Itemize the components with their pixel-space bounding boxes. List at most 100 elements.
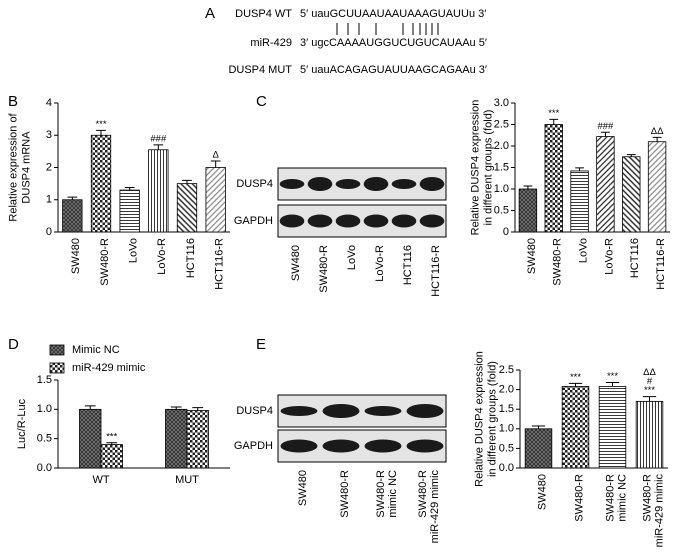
blot-band: [322, 404, 360, 418]
bar: [647, 141, 667, 233]
blot-band: [406, 404, 444, 418]
bar: [165, 408, 188, 469]
blot-band: [307, 214, 333, 228]
bar: [596, 136, 615, 233]
sequence-name: miR-429: [250, 37, 292, 49]
x-tick-label: HCT116: [629, 238, 641, 278]
error-bar: [568, 382, 583, 387]
blot-row-label: GAPDH: [234, 440, 273, 452]
bar: [176, 183, 198, 233]
blot-lane-label: mimic NC: [387, 470, 399, 518]
y-tick-label: 1.0: [494, 183, 509, 195]
legend-swatch: [49, 344, 65, 356]
error-bar: [124, 186, 135, 191]
blot-band: [307, 177, 333, 191]
legend-label: Mimic NC: [72, 344, 120, 356]
y-tick-label: 2: [46, 161, 52, 173]
x-tick-label: SW480: [70, 238, 82, 274]
legend-label: miR-429 mimic: [72, 362, 146, 374]
y-axis-label: Relative expression of: [7, 112, 19, 221]
blot-band: [363, 214, 389, 228]
y-tick-label: 1.5: [37, 374, 52, 386]
annotation: ***: [644, 385, 655, 396]
y-tick-label: 1.5: [494, 161, 509, 173]
error-bar: [531, 425, 546, 429]
annotation: ###: [150, 133, 167, 144]
annotation: ΔΔ: [643, 367, 656, 378]
y-tick-label: 1: [46, 194, 52, 206]
y-tick-label: 0.0: [37, 462, 52, 474]
x-tick-label: LoVo: [128, 238, 140, 263]
bar: [119, 189, 140, 233]
y-axis-label: Relative DUSP4 expression: [473, 351, 485, 487]
y-tick-label: 3: [46, 129, 52, 141]
blot-band: [335, 214, 361, 228]
blot-row-label: DUSP4: [236, 178, 273, 190]
y-tick-label: 1.5: [499, 403, 514, 415]
x-tick-label: SW480-R: [641, 474, 653, 522]
x-tick-label: SW480-R: [604, 474, 616, 522]
x-tick-label: HCT116-R: [214, 238, 226, 290]
y-tick-label: 1.0: [37, 403, 52, 415]
x-tick-label: SW480-R: [552, 238, 564, 286]
panel-label: D: [8, 336, 19, 353]
bar: [622, 156, 641, 233]
blot-lane-label: miR-429 mimic: [429, 470, 441, 544]
legend-swatch: [49, 362, 65, 374]
blot-lane-label: SW480: [290, 245, 302, 281]
y-tick-label: 1.0: [499, 423, 514, 435]
y-tick-label: 0: [503, 226, 509, 238]
error-bar: [84, 405, 96, 410]
match-bars: [336, 23, 439, 35]
blot-lane-label: SW480-R: [417, 470, 429, 518]
bar: [205, 167, 226, 233]
blot-band: [280, 406, 318, 416]
annotation: ***: [570, 372, 581, 383]
blot-frame: [277, 167, 447, 201]
bar: [561, 386, 590, 469]
x-tick-label: LoVo-R: [603, 238, 615, 275]
blot-lane-label: LoVo-R: [374, 245, 386, 282]
annotation: Δ: [212, 150, 219, 161]
panel-label: A: [205, 5, 215, 22]
x-tick-label: HCT116: [185, 238, 197, 278]
x-tick-label: SW480-R: [573, 474, 585, 522]
sequence-name: DUSP4 MUT: [228, 64, 292, 76]
blot-band: [322, 439, 360, 453]
y-tick-label: 2.5: [494, 118, 509, 130]
blot-row-label: GAPDH: [234, 215, 273, 227]
bar: [598, 386, 627, 469]
sequence-name: DUSP4 WT: [235, 8, 292, 20]
y-axis-label: DUSP4 mRNA: [20, 131, 32, 204]
error-bar: [642, 396, 657, 402]
x-tick-label: SW480: [536, 474, 548, 510]
x-tick-label: LoVo: [577, 238, 589, 263]
bar: [79, 408, 102, 469]
error-bar: [652, 136, 662, 142]
annotation: ***: [95, 119, 106, 130]
y-tick-label: 0.0: [499, 462, 514, 474]
y-tick-label: 0: [46, 226, 52, 238]
bar: [148, 149, 169, 233]
x-tick-label: MUT: [175, 474, 199, 486]
sequence: 5′ uauGCUUAAUAAUAAAGUAUUu 3′: [300, 8, 486, 20]
y-axis-label: in different groups (fold): [486, 361, 498, 477]
blot-band: [335, 179, 361, 189]
bar: [518, 188, 538, 233]
error-bar: [182, 179, 192, 184]
x-tick-label: HCT116-R: [655, 238, 667, 290]
x-tick-label: SW480-R: [99, 238, 111, 286]
blot-band: [279, 214, 305, 228]
annotation: #: [647, 376, 653, 387]
blot-band: [406, 439, 444, 453]
bar: [62, 199, 83, 233]
annotation: ###: [597, 121, 614, 132]
blot-band: [419, 177, 445, 191]
panel-label: C: [256, 93, 267, 110]
blot-band: [419, 214, 445, 228]
y-axis-label: Luc/R-Luc: [16, 398, 28, 449]
y-axis-label: in different groups (fold): [482, 110, 494, 226]
blot-band: [391, 179, 417, 189]
bar: [635, 400, 664, 469]
error-bar: [153, 144, 164, 150]
